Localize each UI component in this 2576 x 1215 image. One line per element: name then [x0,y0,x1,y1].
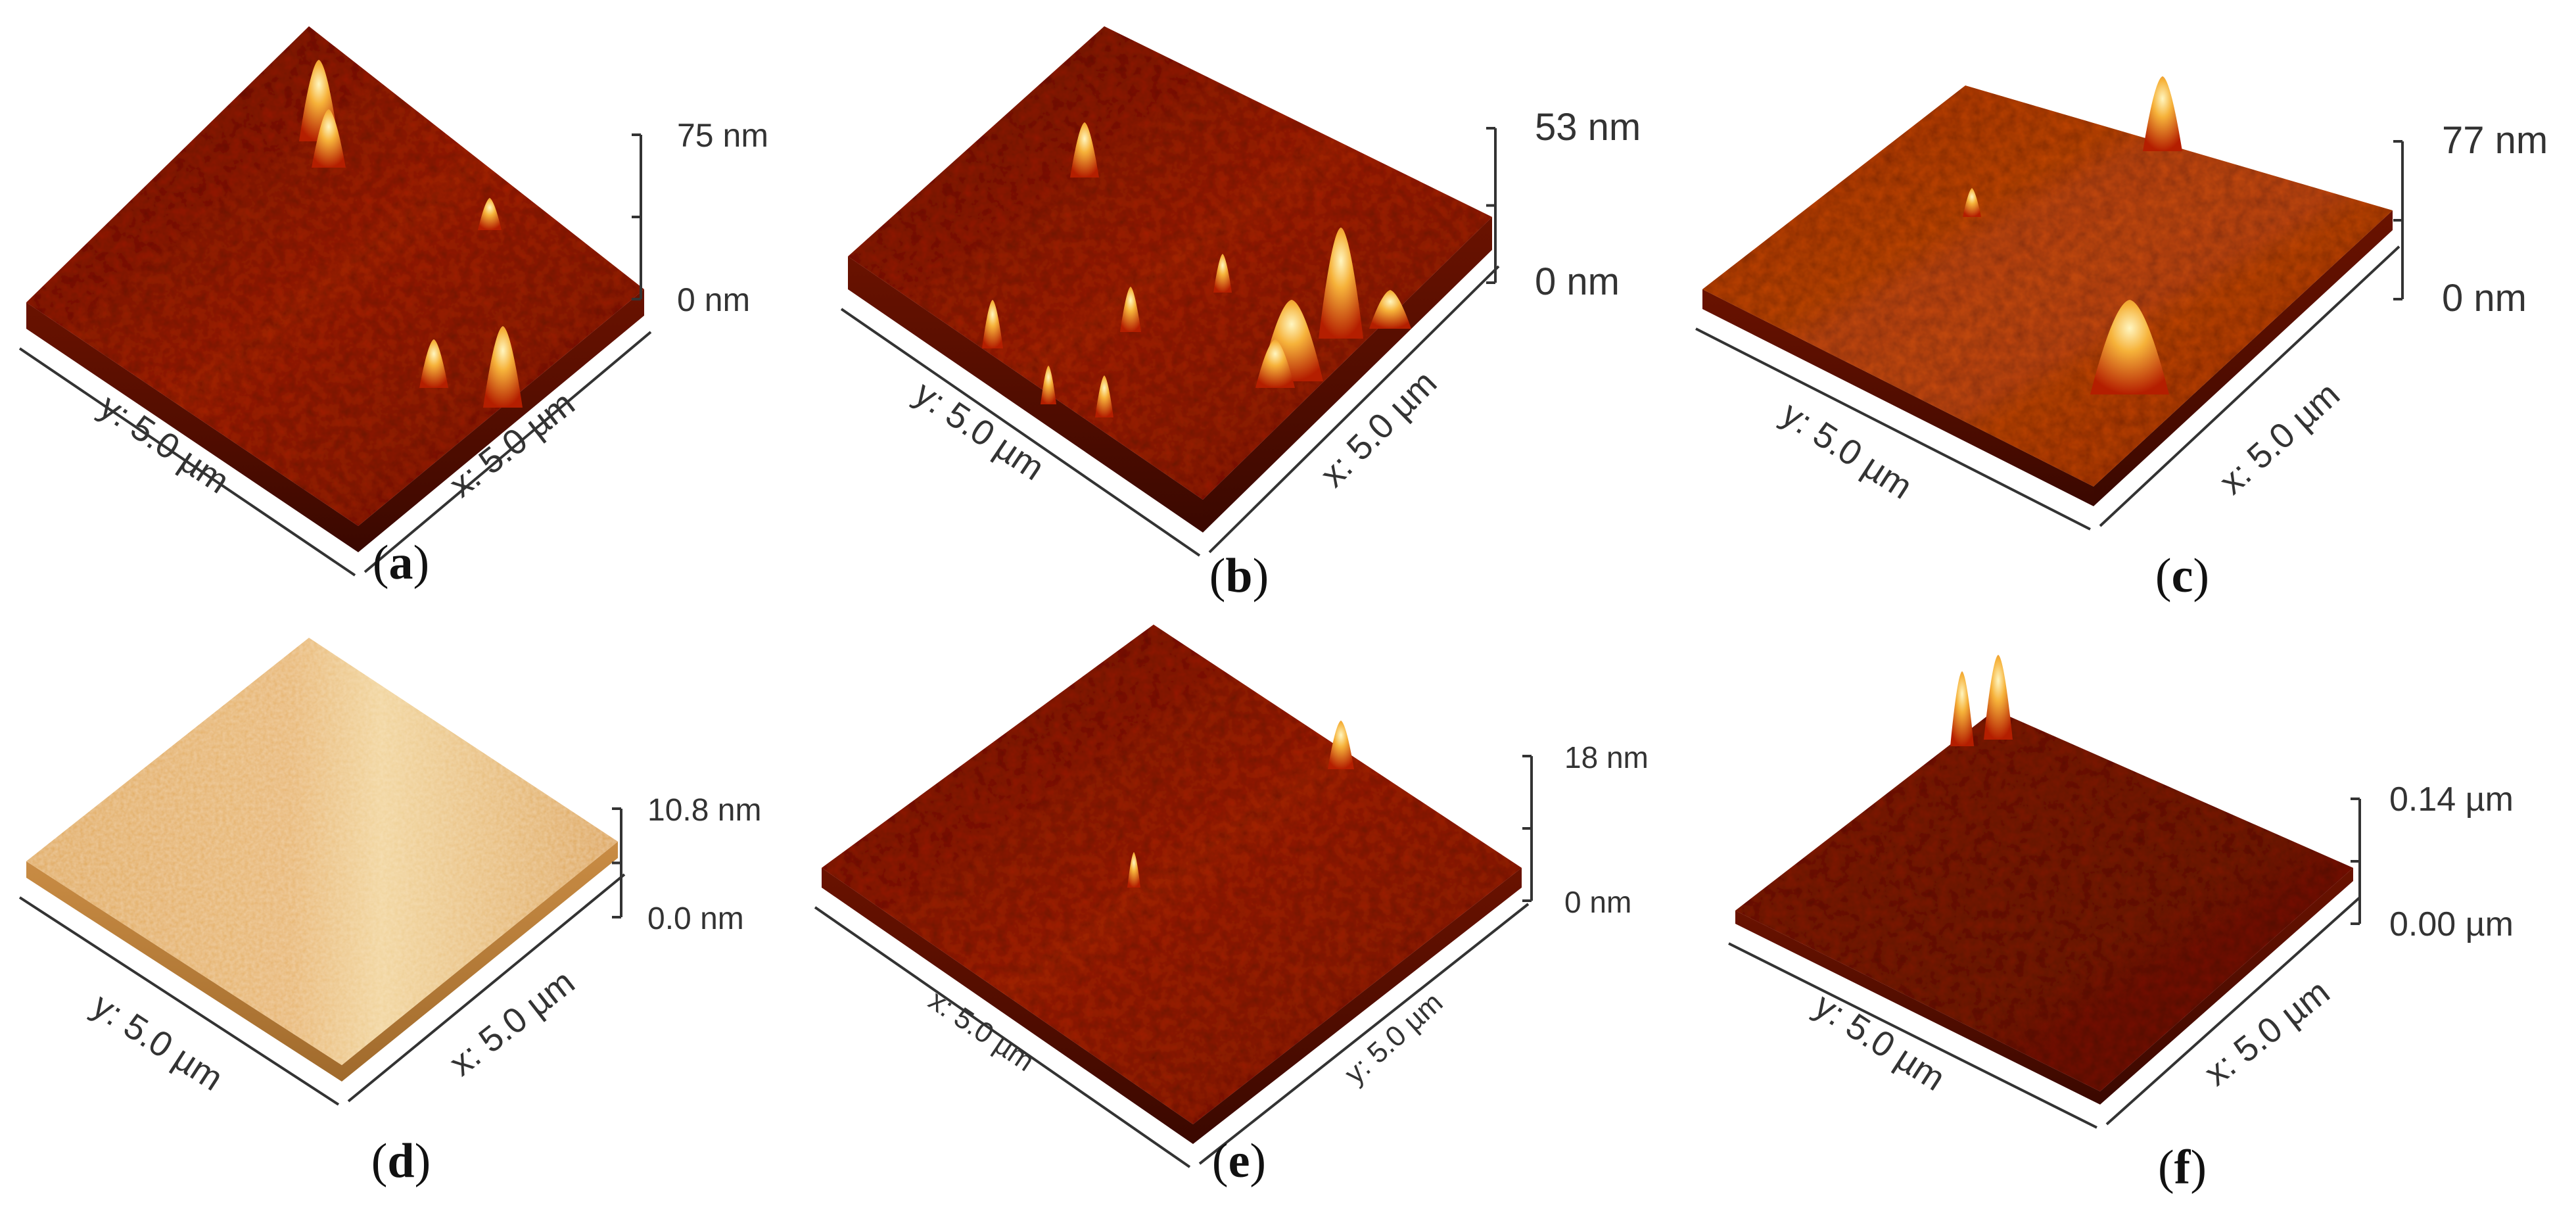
panel-label: (b) [1209,549,1269,603]
surface-peak [419,339,448,388]
right-axis-line [1198,903,1530,1165]
surface-side-right [358,289,644,552]
left-axis-line [1695,327,2091,531]
surface-peak [1070,122,1099,178]
surface-peak [2090,300,2169,394]
scale-min-label: 0.00 µm [2389,905,2514,943]
surface-peak [1213,254,1232,293]
surface-side-left [1735,911,2100,1105]
surface-peak [1369,290,1411,329]
left-axis-line [814,906,1191,1168]
surface-peak [483,326,523,408]
right-axis-line [2105,896,2361,1126]
right-axis-line [1208,265,1500,554]
panel-label: (e) [1212,1134,1266,1188]
surface-peak [1984,655,2013,740]
surface-side-left [26,861,342,1082]
panel-label: (f) [2158,1141,2207,1195]
left-axis-label: y: 5.0 µm [1775,394,1919,507]
scale-min-label: 0.0 nm [647,901,744,936]
surface-peak [2143,76,2182,151]
surface-peak [982,300,1003,348]
surface-side-right [1193,868,1522,1144]
panel-label: (a) [373,536,429,590]
scale-max-label: 77 nm [2442,119,2548,162]
scale-max-label: 10.8 nm [647,793,761,828]
scale-max-label: 18 nm [1564,740,1649,774]
right-axis-line [363,331,652,573]
left-axis-line [18,896,340,1106]
scale-max-label: 0.14 µm [2389,780,2514,819]
panel-f: y: 5.0 µm x: 5.0 µm0.14 µm0.00 µm(f) [1728,655,2514,1195]
surface-peak [1328,721,1354,769]
scale-min-label: 0 nm [2442,277,2527,320]
surface-peak [1041,366,1056,404]
right-axis-line [347,873,626,1103]
right-axis-label: x: 5.0 µm [2212,375,2347,502]
surface-side-right [2100,868,2353,1105]
surface-side-right [342,842,618,1082]
surface-side-left [26,302,358,552]
surface-side-left [848,256,1203,533]
panel-label: (d) [371,1134,431,1188]
scale-min-label: 0 nm [677,281,750,318]
panel-c: y: 5.0 µm x: 5.0 µm 77 nm 0 nm (c) [1695,76,2548,603]
afm-surface [848,26,1492,500]
surface-side-right [1203,217,1492,533]
left-axis-line [18,347,356,577]
scale-min-label: 0 nm [1564,885,1631,919]
left-axis-label: y: 5.0 µm [85,986,230,1099]
surface-peak [1255,339,1295,388]
surface-peak [1950,671,1974,746]
surface-peak [1120,287,1141,332]
right-axis-line [2099,245,2400,527]
surface-side-left [822,868,1193,1144]
left-axis-line [1728,942,2097,1129]
afm-surface [1735,710,2353,1091]
scale-max-label: 53 nm [1535,106,1641,149]
surface-peak [478,198,502,230]
surface-peak [1127,852,1140,888]
afm-surface [822,625,1522,1124]
scale-min-label: 0 nm [1535,260,1620,303]
afm-surface [26,26,644,526]
surface-peak [1963,188,1981,217]
afm-surface [26,638,618,1065]
panel-label: (c) [2155,549,2209,603]
left-axis-line [840,308,1201,557]
scale-max-label: 75 nm [677,117,768,154]
afm-surface [1702,85,2393,487]
surface-side-right [2094,210,2393,506]
surface-peak [312,109,346,168]
surface-peak [1095,375,1113,417]
surface-peak [1319,227,1363,339]
surface-side-left [1702,289,2094,506]
